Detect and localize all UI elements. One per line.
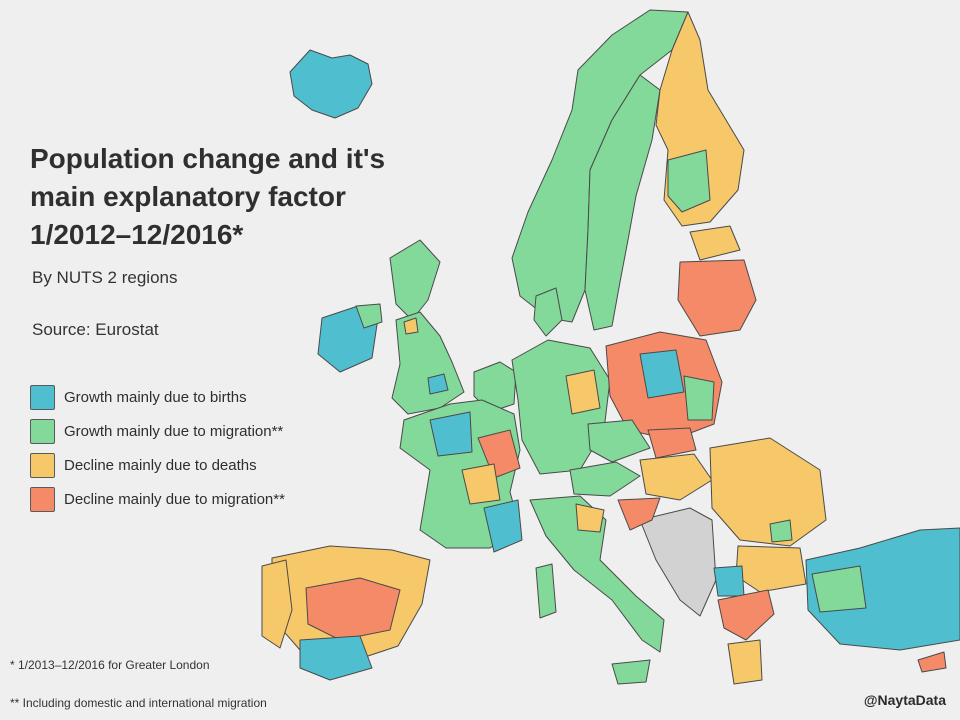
region-england	[391, 311, 465, 415]
legend-item-decline-migration: Decline mainly due to migration**	[30, 482, 285, 516]
region-scotland	[389, 239, 441, 321]
region-slovakia	[647, 427, 697, 459]
legend-item-decline-deaths: Decline mainly due to deaths	[30, 448, 285, 482]
region-greece	[717, 589, 775, 641]
region-italy-north	[575, 503, 605, 533]
map-title: Population change and it's main explanat…	[30, 140, 450, 254]
region-austria	[569, 461, 641, 497]
legend-label: Decline mainly due to deaths	[64, 456, 257, 474]
title-line-1: Population change and it's	[30, 143, 386, 174]
region-sweden	[584, 74, 661, 331]
region-romania	[709, 437, 827, 547]
region-hungary	[639, 453, 713, 501]
region-portugal	[261, 559, 293, 649]
title-line-2: main explanatory factor	[30, 181, 346, 212]
region-france-west	[429, 411, 473, 457]
region-estonia	[689, 225, 741, 261]
legend-swatch	[30, 418, 55, 444]
region-czechia	[587, 419, 651, 463]
region-finland-central	[667, 149, 711, 213]
region-latvia-lithuania	[677, 259, 757, 337]
region-croatia	[617, 497, 661, 531]
region-turkey-west	[811, 565, 867, 613]
region-rhone-alpes	[483, 499, 523, 553]
legend-label: Decline mainly due to migration**	[64, 490, 285, 508]
region-northumberland	[403, 317, 419, 335]
region-greece-south	[727, 639, 763, 685]
region-france-center	[461, 463, 501, 505]
title-line-3: 1/2012–12/2016*	[30, 219, 244, 250]
region-poland-east	[683, 375, 715, 421]
legend: Growth mainly due to births Growth mainl…	[30, 380, 285, 516]
region-spain-central	[305, 577, 401, 641]
source-note: Source: Eurostat	[32, 320, 159, 339]
region-poland-central	[639, 349, 685, 399]
legend-item-growth-births: Growth mainly due to births	[30, 380, 285, 414]
legend-item-growth-migration: Growth mainly due to migration**	[30, 414, 285, 448]
region-sicily	[611, 659, 651, 685]
region-benelux	[473, 361, 517, 413]
legend-label: Growth mainly due to migration**	[64, 422, 284, 440]
legend-swatch	[30, 486, 55, 512]
region-balkans-no-data	[639, 507, 717, 617]
region-germany-east	[565, 369, 601, 415]
author-credit: @NaytaData	[863, 692, 946, 708]
region-bucharest	[769, 519, 793, 543]
region-sardinia	[535, 563, 557, 619]
region-london	[427, 373, 449, 395]
region-bulgaria	[735, 545, 807, 593]
legend-swatch	[30, 384, 55, 410]
region-iceland	[289, 49, 373, 119]
region-cyprus	[917, 651, 947, 673]
map-subtitle: By NUTS 2 regions	[32, 268, 178, 287]
region-spain-south	[299, 635, 373, 681]
legend-label: Growth mainly due to births	[64, 388, 247, 406]
region-turkey	[805, 527, 960, 651]
legend-swatch	[30, 452, 55, 478]
region-serbia	[713, 565, 745, 597]
region-denmark	[533, 287, 563, 337]
footnote-migration: ** Including domestic and international …	[10, 696, 267, 710]
footnote-london: * 1/2013–12/2016 for Greater London	[10, 658, 210, 672]
region-northern-ireland	[355, 303, 383, 329]
